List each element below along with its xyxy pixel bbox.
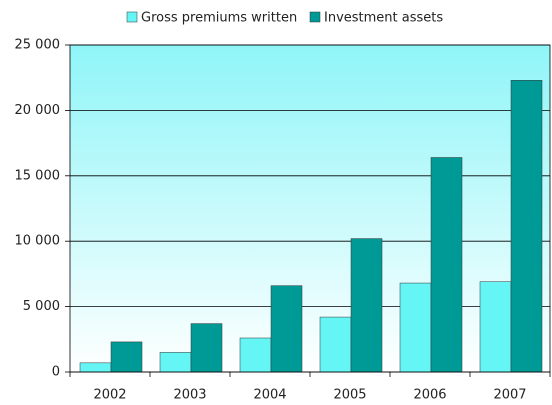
- legend-label: Investment assets: [324, 11, 443, 26]
- bar: [319, 316, 352, 373]
- bar: [239, 337, 272, 373]
- y-tick-label: 5 000: [23, 299, 60, 314]
- x-tick-label: 2003: [173, 388, 206, 403]
- x-tick-label: 2007: [493, 388, 526, 403]
- bar: [479, 281, 512, 373]
- x-tick-label: 2004: [253, 388, 286, 403]
- bar: [190, 323, 223, 373]
- bar: [79, 362, 112, 373]
- legend-swatch: [126, 11, 138, 23]
- y-tick-label: 15 000: [15, 168, 61, 183]
- y-tick-label: 0: [52, 365, 60, 380]
- y-tick-label: 10 000: [15, 234, 61, 249]
- bar: [270, 285, 303, 373]
- bar: [510, 80, 543, 373]
- x-tick-label: 2002: [93, 388, 126, 403]
- y-tick-label: 25 000: [15, 38, 61, 53]
- bar: [350, 238, 383, 373]
- y-tick-label: 20 000: [15, 103, 61, 118]
- bar: [110, 341, 143, 373]
- x-tick-label: 2006: [413, 388, 446, 403]
- legend-label: Gross premiums written: [141, 11, 297, 26]
- bar: [430, 157, 463, 373]
- bar: [399, 282, 432, 373]
- x-tick-label: 2005: [333, 388, 366, 403]
- plot-border: [69, 44, 551, 373]
- bar: [159, 352, 192, 373]
- plot-area: [70, 45, 550, 372]
- legend-swatch: [309, 11, 321, 23]
